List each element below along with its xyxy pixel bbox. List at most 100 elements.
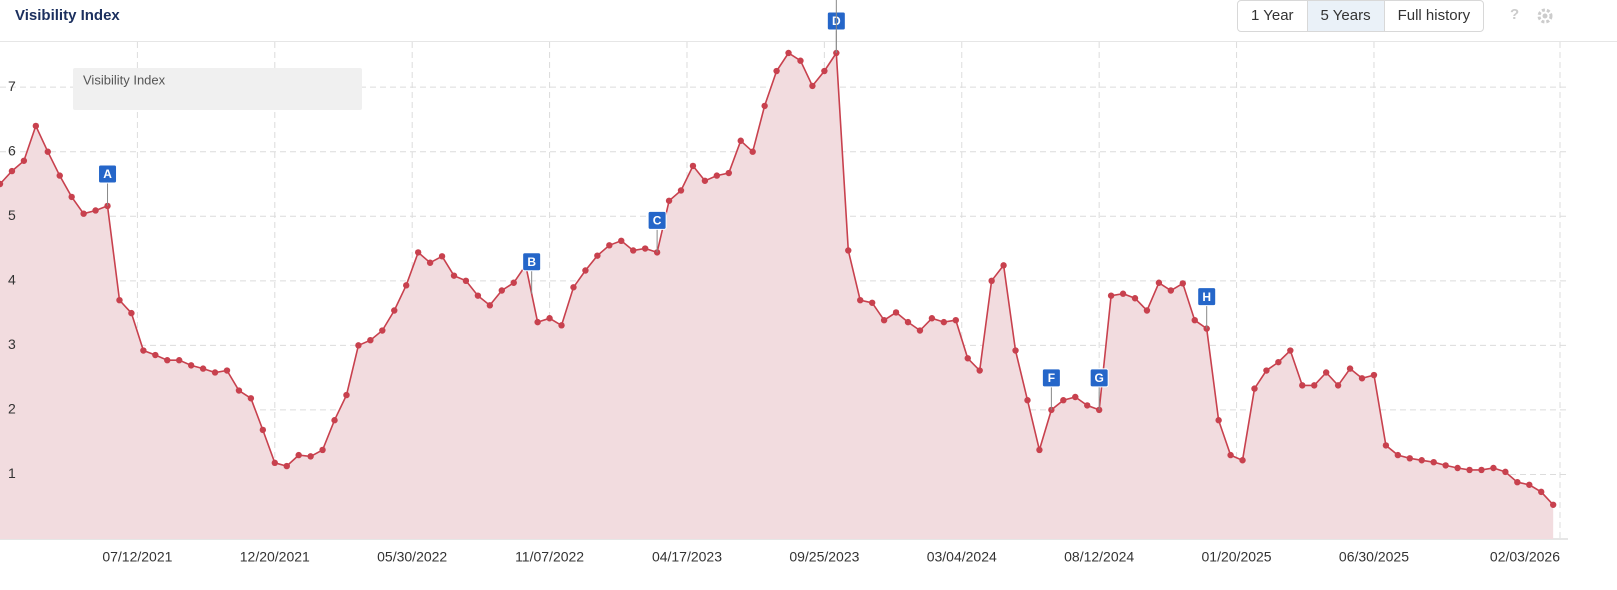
event-marker: E: [835, 0, 837, 53]
event-marker: F: [1041, 368, 1061, 410]
point: [116, 296, 123, 304]
point: [761, 102, 768, 110]
point: [187, 362, 195, 369]
point: [1490, 464, 1497, 472]
point: [426, 259, 434, 266]
point: [1179, 280, 1187, 287]
event-label: G: [1094, 371, 1103, 385]
point: [1322, 369, 1330, 376]
point: [773, 67, 780, 75]
point: [1119, 290, 1127, 297]
point: [474, 292, 482, 299]
point: [0, 180, 4, 188]
point: [940, 318, 948, 326]
point: [713, 172, 721, 179]
point: [498, 287, 505, 294]
x-tick-label: 04/17/2023: [652, 549, 722, 565]
point: [1191, 316, 1198, 324]
point: [1287, 347, 1294, 354]
legend-box: [73, 68, 362, 110]
point: [546, 315, 553, 322]
x-tick-label: 01/20/2025: [1202, 549, 1272, 565]
help-icon[interactable]: ?: [1510, 6, 1520, 23]
point: [1239, 457, 1246, 464]
range-button[interactable]: 1 Year: [1251, 7, 1294, 24]
event-marker: B: [522, 252, 542, 294]
point: [892, 309, 900, 316]
point: [1370, 371, 1378, 379]
area: [0, 53, 1554, 539]
event-label: C: [653, 214, 662, 228]
y-tick-label: 5: [8, 207, 16, 223]
y-tick-label: 2: [8, 401, 16, 417]
point: [140, 347, 147, 354]
point: [665, 197, 673, 204]
point: [319, 446, 326, 454]
legend-label: Visibility Index: [83, 72, 166, 87]
range-buttons: 1 Year 5 Years Full history: [1237, 0, 1485, 32]
point: [307, 453, 314, 460]
point: [1263, 367, 1270, 374]
y-tick-label: 4: [8, 272, 16, 288]
point: [283, 462, 290, 470]
point: [641, 245, 649, 252]
point: [1526, 481, 1533, 488]
y-tick-label: 3: [8, 336, 16, 352]
point: [916, 327, 924, 334]
point: [868, 299, 876, 306]
point: [438, 253, 446, 260]
point: [1072, 393, 1079, 401]
point: [1466, 466, 1473, 474]
point: [450, 272, 458, 279]
point: [1227, 451, 1234, 459]
event-label: B: [527, 255, 536, 269]
point: [534, 318, 541, 326]
point: [1131, 295, 1139, 302]
point: [1514, 479, 1521, 486]
point: [92, 207, 99, 214]
point: [1251, 385, 1258, 392]
point: [880, 316, 888, 324]
event-label: A: [103, 167, 112, 181]
point: [1167, 287, 1175, 294]
chart-title: Visibility Index: [15, 7, 120, 24]
point: [259, 426, 267, 434]
point: [1382, 442, 1390, 449]
point: [379, 327, 386, 334]
point: [857, 296, 864, 304]
point: [1299, 382, 1306, 389]
point: [797, 57, 804, 64]
point: [570, 284, 577, 291]
point: [1538, 488, 1545, 496]
range-button[interactable]: 5 Years: [1306, 1, 1384, 31]
point: [988, 277, 995, 285]
point: [44, 148, 51, 155]
point: [355, 342, 362, 349]
point: [247, 395, 255, 402]
point: [1454, 464, 1461, 472]
point: [486, 302, 494, 309]
point: [725, 169, 732, 177]
point: [1012, 347, 1019, 354]
point: [1084, 402, 1091, 409]
point: [235, 387, 243, 394]
event-box: [1197, 287, 1217, 307]
point: [845, 247, 852, 254]
point: [1215, 417, 1222, 424]
range-button[interactable]: Full history: [1383, 1, 1484, 31]
point: [510, 279, 517, 286]
point: [1155, 279, 1163, 286]
point: [1143, 307, 1151, 314]
event-marker: C: [647, 210, 667, 253]
y-tick-label: 6: [8, 142, 16, 158]
point: [343, 391, 350, 399]
point: [331, 417, 338, 424]
x-tick-label: 12/20/2021: [240, 549, 310, 565]
point: [211, 369, 219, 376]
point: [1502, 468, 1509, 476]
point: [176, 357, 183, 364]
point: [403, 282, 410, 289]
event-box: [522, 252, 542, 272]
point: [976, 367, 983, 374]
